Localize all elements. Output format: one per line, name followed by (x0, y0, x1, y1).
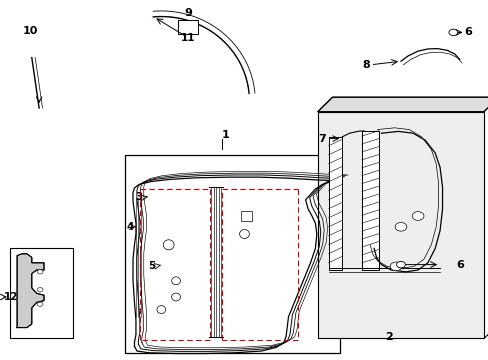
Text: 6: 6 (456, 260, 464, 270)
Text: 11: 11 (181, 33, 195, 43)
Ellipse shape (157, 306, 165, 314)
Bar (10, 248, 73, 338)
Text: 2: 2 (384, 332, 392, 342)
Text: 6: 6 (464, 27, 471, 37)
Text: 1: 1 (222, 130, 229, 140)
Circle shape (37, 302, 43, 306)
Ellipse shape (163, 240, 174, 250)
Circle shape (389, 262, 401, 271)
Bar (361, 131, 378, 270)
Text: 12: 12 (4, 292, 19, 302)
Text: 8: 8 (361, 60, 369, 70)
Circle shape (396, 261, 405, 268)
Circle shape (411, 212, 423, 220)
Bar (328, 137, 342, 270)
Text: 10: 10 (22, 26, 38, 36)
Circle shape (37, 288, 43, 292)
Polygon shape (17, 254, 44, 328)
Bar (124, 155, 339, 353)
Bar (317, 112, 483, 338)
Text: 3: 3 (136, 192, 142, 202)
Polygon shape (317, 97, 488, 112)
Circle shape (394, 222, 406, 231)
Ellipse shape (171, 293, 180, 301)
Bar (241, 211, 251, 221)
Circle shape (37, 270, 43, 274)
Text: 5: 5 (148, 261, 155, 271)
Circle shape (448, 29, 457, 36)
Text: 9: 9 (184, 8, 192, 18)
Ellipse shape (171, 277, 180, 285)
Text: 7: 7 (317, 134, 325, 144)
Text: 4: 4 (126, 222, 134, 232)
Bar (178, 20, 198, 34)
Ellipse shape (239, 230, 249, 239)
